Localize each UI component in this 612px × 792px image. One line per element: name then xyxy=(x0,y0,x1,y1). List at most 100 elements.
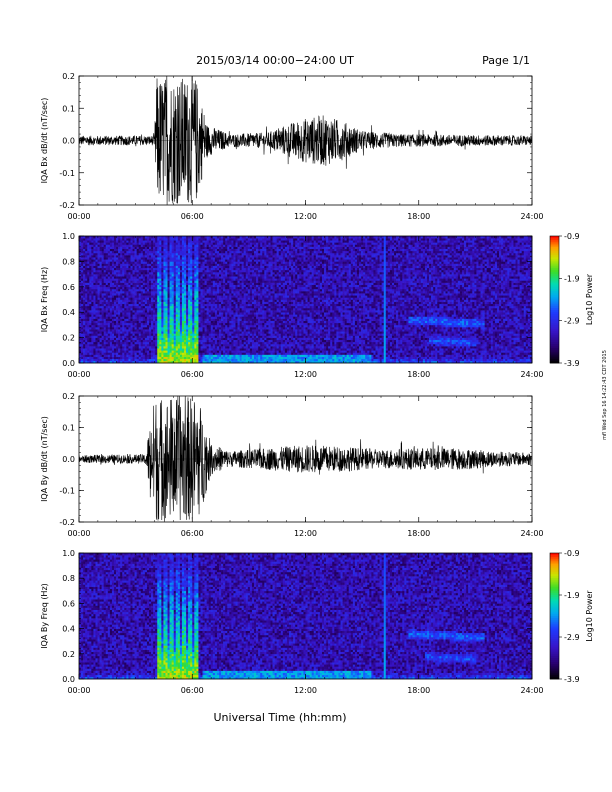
spectrogram-cell xyxy=(205,238,207,240)
spectrogram-cell xyxy=(209,291,211,293)
spectrogram-cell xyxy=(180,247,182,249)
spectrogram-cell xyxy=(184,300,186,302)
spectrogram-cell xyxy=(200,335,202,337)
spectrogram-cell xyxy=(126,244,128,246)
spectrogram-cell xyxy=(137,321,139,323)
spectrogram-cell xyxy=(242,274,244,276)
spectrogram-cell xyxy=(235,348,237,350)
spectrogram-cell xyxy=(209,359,211,361)
spectrogram-cell xyxy=(157,249,159,251)
spectrogram-cell xyxy=(186,253,188,255)
spectrogram-cell xyxy=(116,274,118,276)
spectrogram-cell xyxy=(168,335,170,337)
spectrogram-cell xyxy=(106,280,108,282)
spectrogram-cell xyxy=(163,289,165,291)
spectrogram-cell xyxy=(141,323,143,325)
spectrogram-cell xyxy=(110,264,112,266)
spectrogram-cell xyxy=(174,255,176,257)
spectrogram-cell xyxy=(219,316,221,318)
spectrogram-cell xyxy=(227,266,229,268)
spectrogram-cell xyxy=(170,329,172,331)
spectrogram-cell xyxy=(240,333,242,335)
spectrogram-cell xyxy=(240,240,242,242)
spectrogram-cell xyxy=(155,255,157,257)
spectrogram-cell xyxy=(143,300,145,302)
spectrogram-cell xyxy=(149,352,151,354)
spectrogram-cell xyxy=(165,283,167,285)
spectrogram-cell xyxy=(203,247,205,249)
spectrogram-cell xyxy=(227,257,229,259)
spectrogram-cell xyxy=(104,274,106,276)
spectrogram-cell xyxy=(203,249,205,251)
spectrogram-cell xyxy=(147,338,149,340)
spectrogram-cell xyxy=(137,335,139,337)
spectrogram-cell xyxy=(102,304,104,306)
spectrogram-cell xyxy=(198,355,200,357)
spectrogram-cell xyxy=(242,264,244,266)
spectrogram-cell xyxy=(182,308,184,310)
spectrogram-cell xyxy=(184,325,186,327)
spectrogram-cell xyxy=(225,338,227,340)
spectrogram-cell xyxy=(104,268,106,270)
spectrogram-cell xyxy=(229,264,231,266)
spectrogram-cell xyxy=(198,359,200,361)
spectrogram-cell xyxy=(141,238,143,240)
spectrogram-cell xyxy=(110,242,112,244)
spectrogram-cell xyxy=(151,306,153,308)
spectrogram-cell xyxy=(192,359,194,361)
spectrogram-cell xyxy=(244,297,246,299)
spectrogram-cell xyxy=(240,259,242,261)
spectrogram-cell xyxy=(174,325,176,327)
spectrogram-cell xyxy=(116,314,118,316)
spectrogram-cell xyxy=(238,253,240,255)
spectrogram-cell xyxy=(198,257,200,259)
spectrogram-cell xyxy=(184,306,186,308)
spectrogram-cell xyxy=(186,270,188,272)
spectrogram-cell xyxy=(233,270,235,272)
spectrogram-cell xyxy=(128,253,130,255)
spectrogram-cell xyxy=(219,319,221,321)
spectrogram-cell xyxy=(100,283,102,285)
spectrogram-cell xyxy=(240,257,242,259)
spectrogram-cell xyxy=(178,300,180,302)
spectrogram-cell xyxy=(110,314,112,316)
spectrogram-cell xyxy=(215,327,217,329)
spectrogram-cell xyxy=(207,270,209,272)
x-tick-label: 12:00 xyxy=(294,212,317,221)
spectrogram-cell xyxy=(141,249,143,251)
spectrogram-cell xyxy=(157,327,159,329)
spectrogram-cell xyxy=(211,247,213,249)
spectrogram-cell xyxy=(235,249,237,251)
spectrogram-cell xyxy=(240,302,242,304)
spectrogram-cell xyxy=(219,344,221,346)
spectrogram-cell xyxy=(93,272,95,274)
spectrogram-cell xyxy=(174,270,176,272)
spectrogram-cell xyxy=(151,283,153,285)
spectrogram-cell xyxy=(244,293,246,295)
spectrogram-cell xyxy=(238,350,240,352)
spectrogram-cell xyxy=(137,308,139,310)
spectrogram-cell xyxy=(118,344,120,346)
spectrogram-cell xyxy=(149,266,151,268)
spectrogram-cell xyxy=(135,293,137,295)
spectrogram-cell xyxy=(190,297,192,299)
spectrogram-cell xyxy=(168,333,170,335)
spectrogram-cell xyxy=(151,244,153,246)
spectrogram-cell xyxy=(165,297,167,299)
spectrogram-cell xyxy=(196,289,198,291)
spectrogram-cell xyxy=(217,264,219,266)
spectrogram-cell xyxy=(213,333,215,335)
spectrogram-cell xyxy=(209,255,211,257)
spectrogram-cell xyxy=(100,257,102,259)
spectrogram-cell xyxy=(165,359,167,361)
spectrogram-cell xyxy=(223,266,225,268)
spectrogram-cell xyxy=(159,306,161,308)
spectrogram-cell xyxy=(120,253,122,255)
spectrogram-cell xyxy=(157,319,159,321)
spectrogram-cell xyxy=(157,348,159,350)
spectrogram-cell xyxy=(95,249,97,251)
spectrogram-cell xyxy=(196,327,198,329)
spectrogram-cell xyxy=(240,350,242,352)
spectrogram-cell xyxy=(130,261,132,263)
spectrogram-cell xyxy=(151,297,153,299)
